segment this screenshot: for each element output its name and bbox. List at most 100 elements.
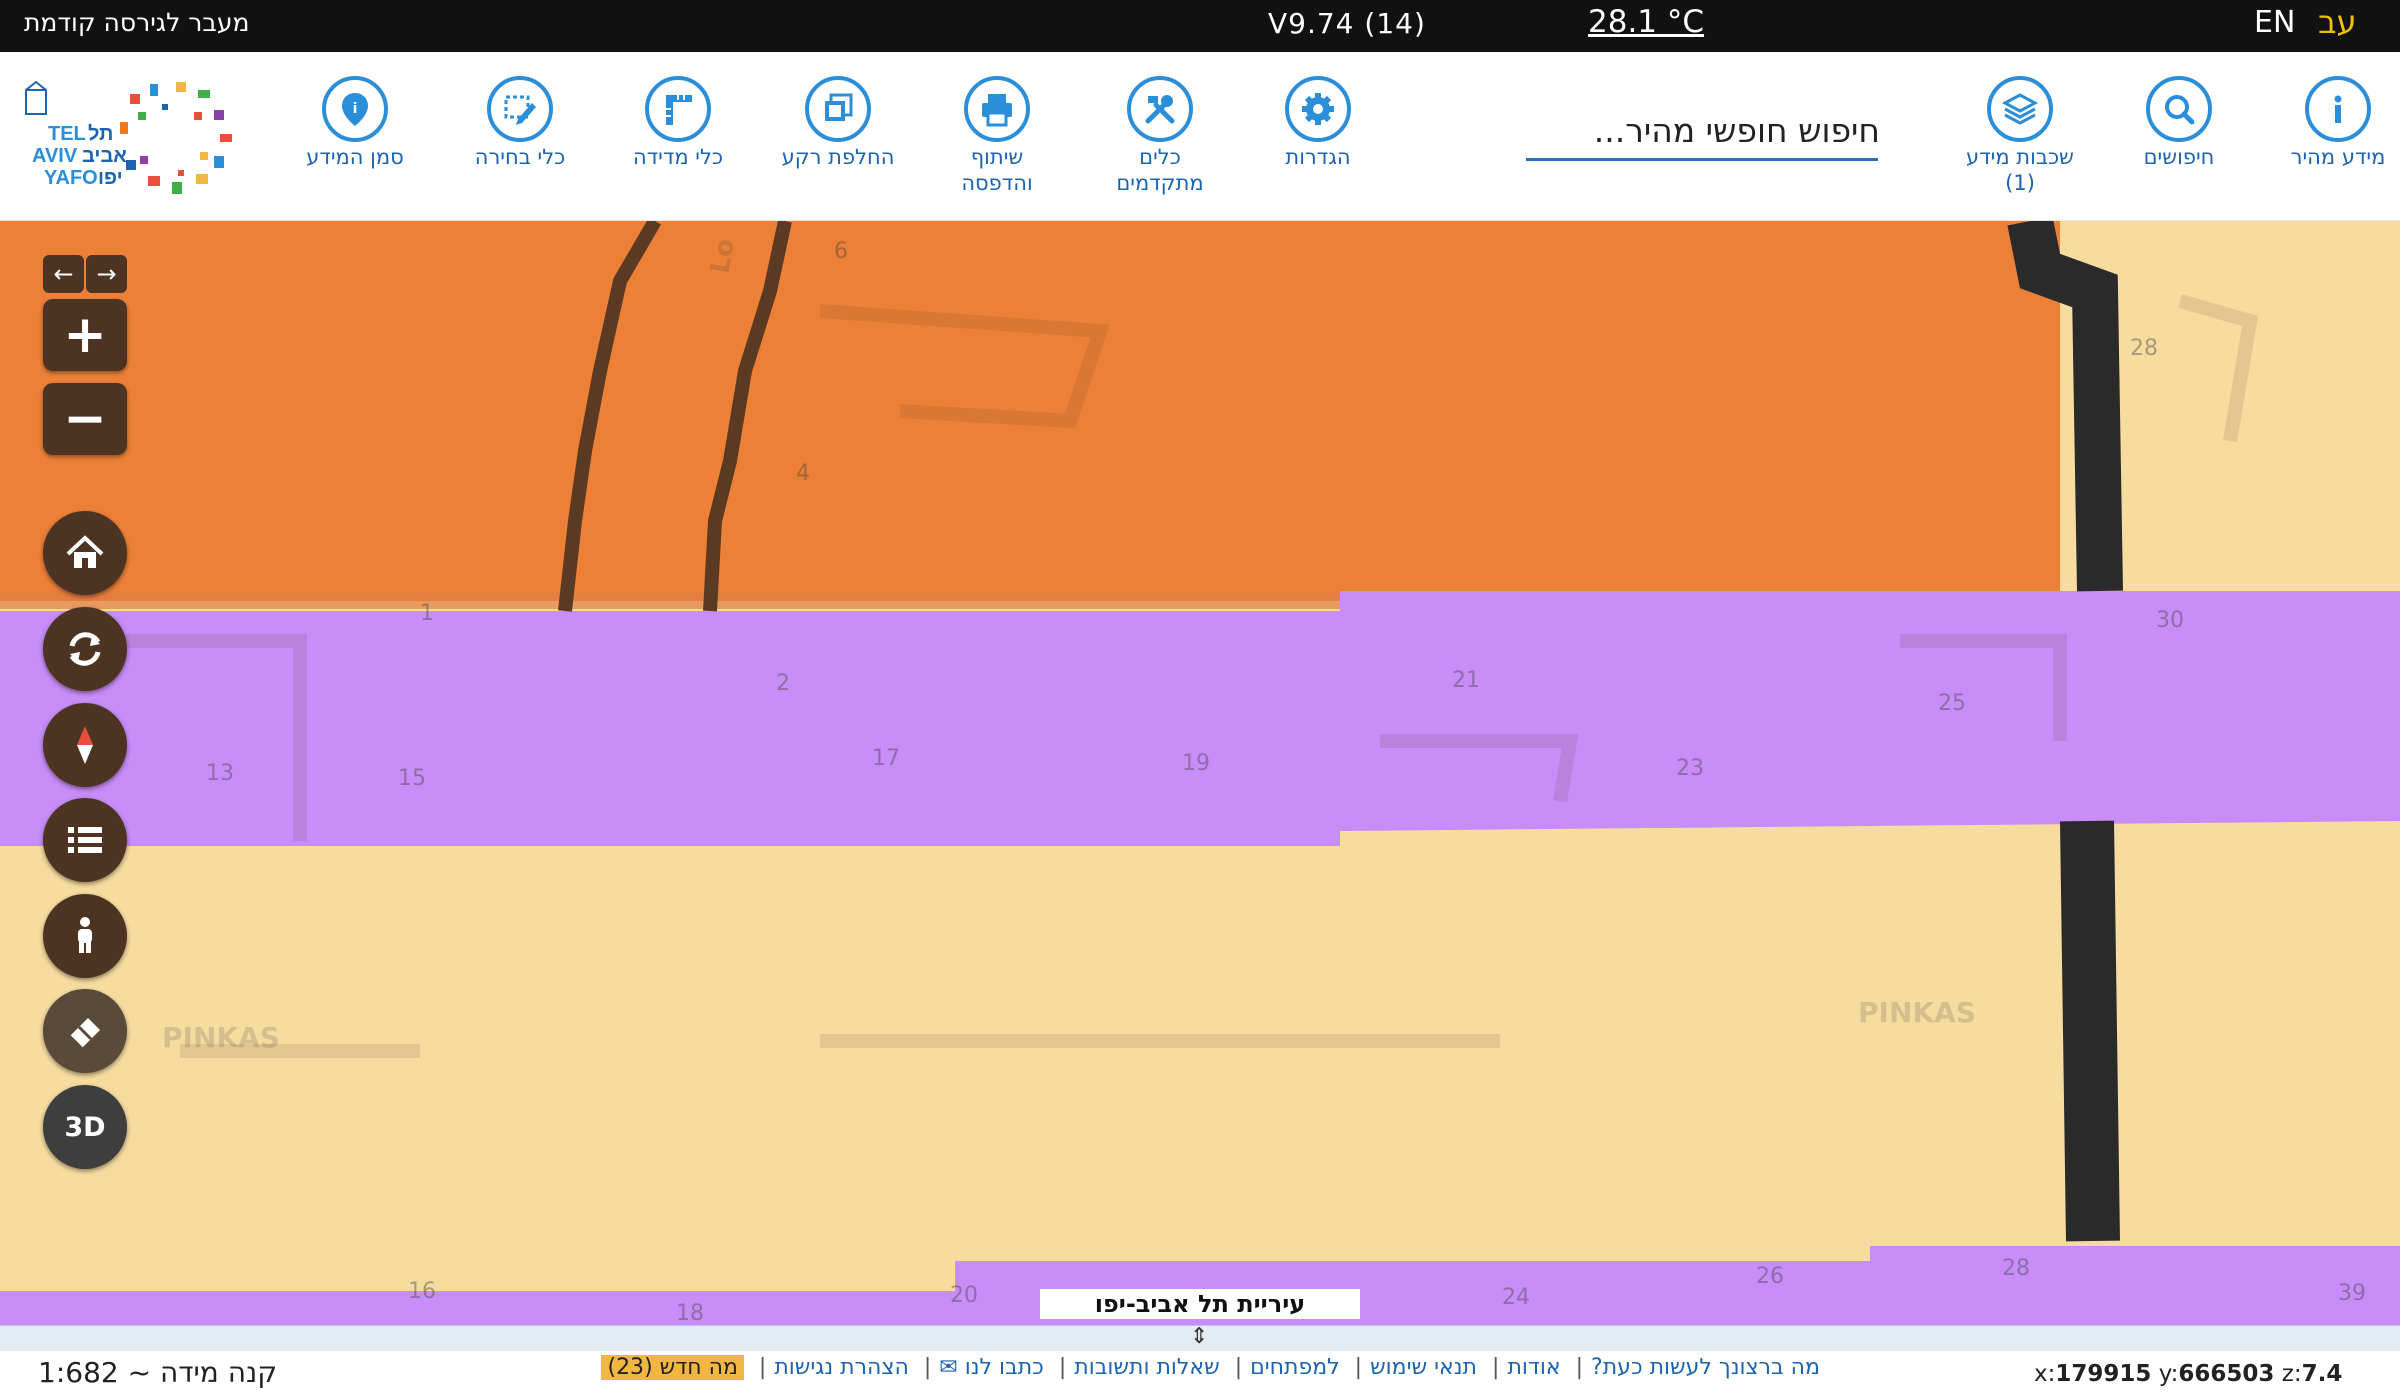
info-marker-label: סמן המידע: [306, 145, 404, 169]
searches-button[interactable]: חיפושים: [2104, 76, 2254, 170]
footer-link-faq[interactable]: שאלות ותשובות: [1074, 1355, 1220, 1380]
previous-version-link[interactable]: מעבר לגירסה קודמת: [24, 8, 250, 37]
x-value: 179915: [2055, 1361, 2152, 1387]
gear-icon: [1302, 93, 1334, 125]
measure-tools-label: כלי מדידה: [632, 145, 724, 169]
logo-text-aviv: AVIV: [32, 145, 78, 167]
logo-burst-icon: [120, 82, 232, 194]
eraser-button[interactable]: [43, 989, 127, 1073]
home-button[interactable]: [43, 511, 127, 595]
settings-button[interactable]: הגדרות: [1243, 76, 1393, 170]
house-number: 1: [420, 601, 434, 626]
x-label: x:: [2034, 1361, 2056, 1387]
tel-aviv-yafo-logo[interactable]: TEL תל AVIV אביב YAFO יפו: [18, 76, 250, 204]
info-icon: [2334, 95, 2342, 123]
compass-button[interactable]: [43, 703, 127, 787]
house-number: 6: [834, 239, 848, 264]
whats-new-badge[interactable]: מה חדש (23): [601, 1355, 744, 1380]
house-number: 25: [1938, 691, 1966, 716]
city-emblem-icon: [25, 80, 47, 115]
home-icon: [66, 535, 104, 568]
zoom-in-button[interactable]: +: [43, 299, 127, 371]
share-print-button[interactable]: שיתוף והדפסה: [922, 76, 1072, 196]
house-number: 21: [1452, 668, 1480, 693]
compass-icon: [77, 726, 93, 764]
quick-search-input[interactable]: [1526, 100, 1882, 160]
house-number: 26: [1756, 1264, 1784, 1289]
house-number: 4: [796, 461, 810, 486]
purple-bottom-strip: [0, 1246, 2400, 1331]
searches-label: חיפושים: [2143, 145, 2215, 169]
advanced-tools-label: כלים מתקדמים: [1116, 145, 1204, 195]
house-number: 20: [950, 1283, 978, 1308]
footer-link-developers[interactable]: למפתחים: [1250, 1355, 1340, 1380]
footer-bar: קנה מידה ~ 1:682 מה ברצונך לעשות כעת?| א…: [0, 1351, 2400, 1392]
info-marker-button[interactable]: i סמן המידע: [280, 76, 430, 170]
footer-links: מה ברצונך לעשות כעת?| אודות| תנאי שימוש|…: [580, 1355, 1820, 1387]
street-label: PINKAS: [162, 1021, 280, 1054]
footer-resize-handle[interactable]: ⇕: [0, 1324, 2400, 1352]
3d-view-button[interactable]: 3D: [43, 1085, 127, 1169]
legend-button[interactable]: [43, 798, 127, 882]
coordinates-readout: x:179915 y:666503 z:7.4: [2034, 1361, 2342, 1387]
house-number: 2: [776, 671, 790, 696]
quick-info-button[interactable]: מידע מהיר: [2263, 76, 2400, 170]
info-layers-button[interactable]: שכבות מידע (1): [1945, 76, 2095, 196]
footer-link-terms[interactable]: תנאי שימוש: [1370, 1355, 1478, 1380]
map-tiles: [0, 221, 2400, 1331]
info-layers-label: שכבות מידע (1): [1966, 145, 2074, 195]
eraser-icon: [69, 1018, 100, 1049]
copy-layers-icon: [825, 93, 853, 121]
house-number: 15: [398, 766, 426, 791]
orange-zone: [0, 221, 2060, 601]
next-extent-button[interactable]: →: [86, 255, 127, 293]
footer-link-what-to-do[interactable]: מה ברצונך לעשות כעת?: [1591, 1355, 1820, 1380]
selection-tools-button[interactable]: כלי בחירה: [445, 76, 595, 170]
logo-text-tel-he: תל: [88, 123, 113, 145]
switch-background-label: החלפת רקע: [781, 145, 895, 169]
refresh-button[interactable]: [43, 607, 127, 691]
house-number: 30: [2156, 608, 2184, 633]
advanced-tools-button[interactable]: כלים מתקדמים: [1085, 76, 1235, 196]
house-number: 28: [2130, 336, 2158, 361]
map-canvas[interactable]: PINKAS PINKAS Lo 6 4 1 2 13 15 17 19 21 …: [0, 221, 2400, 1331]
printer-icon: [982, 94, 1012, 127]
footer-link-accessibility[interactable]: הצהרת נגישות: [774, 1355, 909, 1380]
house-number: 24: [1502, 1285, 1530, 1310]
z-label: z:: [2281, 1361, 2302, 1387]
main-toolbar: TEL תל AVIV אביב YAFO יפו i סמן המידע כל…: [0, 52, 2400, 221]
map-pin-icon: i: [342, 93, 368, 126]
version-label: V9.74 (14): [1268, 7, 1426, 40]
road-line: [2007, 221, 2123, 592]
logo-text-yafo-he: יפו: [98, 167, 123, 189]
selection-tools-label: כלי בחירה: [474, 145, 566, 169]
house-number: 18: [676, 1301, 704, 1326]
footer-link-about[interactable]: אודות: [1507, 1355, 1561, 1380]
measure-tools-button[interactable]: כלי מדידה: [603, 76, 753, 170]
zoom-out-button[interactable]: −: [43, 383, 127, 455]
quick-search: [1526, 100, 1882, 161]
list-icon: [68, 827, 102, 853]
person-icon: [78, 917, 92, 953]
share-print-label: שיתוף והדפסה: [961, 145, 1033, 195]
refresh-icon: [69, 632, 101, 666]
switch-background-button[interactable]: החלפת רקע: [763, 76, 913, 170]
selection-edit-icon: [504, 95, 536, 125]
z-value: 7.4: [2301, 1361, 2343, 1387]
logo-text-aviv-he: אביב: [82, 145, 127, 167]
language-hebrew[interactable]: עב: [2318, 3, 2357, 41]
house-number: 23: [1676, 756, 1704, 781]
top-bar: מעבר לגירסה קודמת V9.74 (14) 28.1 °C EN …: [0, 0, 2400, 52]
footer-link-contact[interactable]: כתבו לנו ✉: [939, 1355, 1044, 1380]
extent-history-controls: ← →: [43, 255, 129, 293]
layers-icon: [2001, 93, 2039, 125]
ruler-icon: [666, 95, 692, 125]
language-english[interactable]: EN: [2254, 5, 2296, 40]
street-view-button[interactable]: [43, 894, 127, 978]
house-number: 17: [872, 746, 900, 771]
previous-extent-button[interactable]: ←: [43, 255, 84, 293]
house-number: 39: [2338, 1281, 2366, 1306]
svg-text:i: i: [353, 101, 358, 117]
quick-info-label: מידע מהיר: [2290, 145, 2386, 169]
temperature-link[interactable]: 28.1 °C: [1588, 4, 1705, 40]
